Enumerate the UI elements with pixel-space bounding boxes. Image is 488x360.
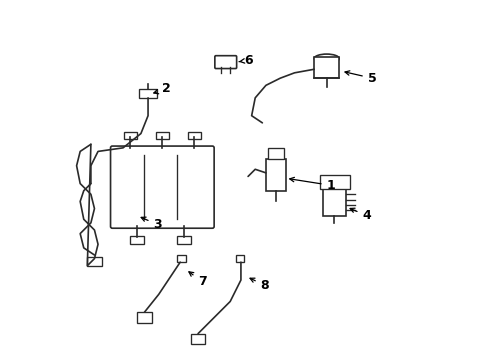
Bar (156, 132, 168, 139)
Bar (176, 255, 185, 262)
Bar (130, 237, 144, 244)
Bar (176, 237, 190, 244)
Text: 1: 1 (289, 177, 335, 192)
Text: 2: 2 (154, 82, 171, 95)
Bar (319, 175, 349, 189)
Bar (265, 158, 285, 191)
Bar (323, 189, 346, 216)
Bar (123, 132, 136, 139)
Text: 4: 4 (349, 208, 370, 222)
Text: 7: 7 (188, 272, 206, 288)
Bar (235, 255, 244, 262)
Bar (313, 57, 339, 78)
Text: 5: 5 (345, 71, 376, 85)
Bar (137, 312, 151, 323)
Text: 3: 3 (141, 217, 162, 231)
Ellipse shape (313, 54, 339, 63)
FancyBboxPatch shape (110, 146, 214, 228)
FancyBboxPatch shape (214, 56, 236, 68)
Bar (267, 148, 283, 158)
Text: 6: 6 (239, 54, 253, 67)
Bar (87, 257, 102, 266)
Text: 8: 8 (249, 278, 269, 292)
Bar (139, 89, 157, 98)
Bar (188, 132, 201, 139)
Bar (190, 334, 205, 344)
